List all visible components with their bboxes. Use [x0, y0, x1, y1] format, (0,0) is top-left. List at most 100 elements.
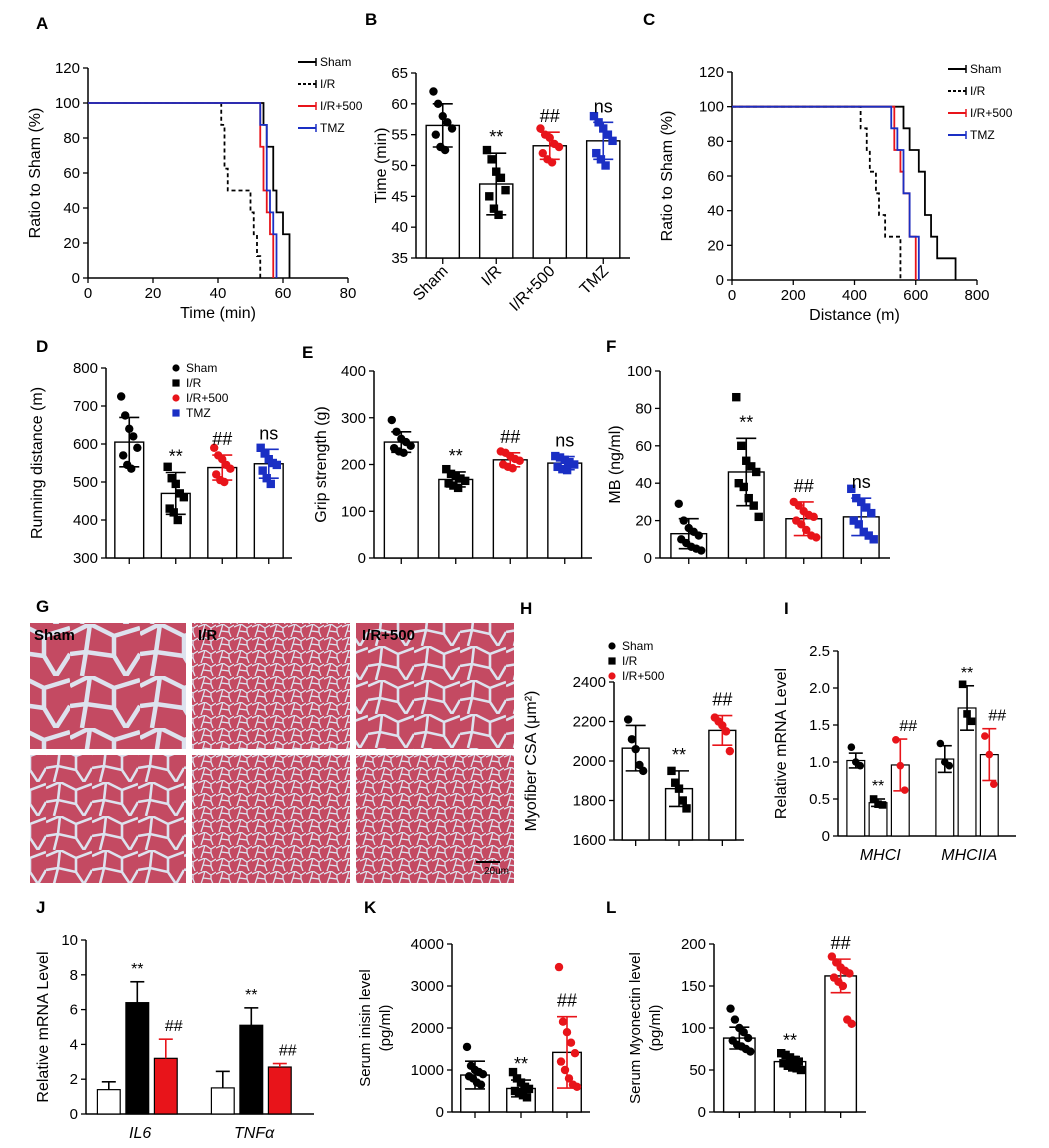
panel-letter: L — [606, 898, 616, 917]
series-line — [88, 102, 262, 278]
data-point — [847, 484, 856, 494]
y-tick-label: 20 — [635, 513, 652, 530]
significance-label: ** — [489, 127, 503, 147]
significance-label: ** — [514, 1054, 528, 1074]
data-point — [444, 479, 453, 488]
y-tick-label: 2 — [70, 1071, 78, 1088]
data-point — [779, 1059, 788, 1068]
data-point — [623, 715, 633, 724]
x-axis-label: Time (min) — [180, 305, 256, 322]
y-tick-label: 200 — [341, 457, 366, 474]
grouped-bar-chart-J: 0 2 4 6 8 10 Relative mRNA Level IL6 ** ## TNFα ** #… — [35, 932, 314, 1142]
y-tick-label: 80 — [63, 130, 80, 147]
y-axis-label: Time (min) — [373, 128, 390, 204]
y-axis-label: Relative mRNA Level — [773, 668, 790, 819]
panel-letter: G — [36, 597, 49, 616]
significance-label: ** — [961, 665, 973, 682]
data-point — [603, 130, 613, 139]
data-point — [790, 1055, 799, 1065]
data-point — [572, 1082, 582, 1092]
panel-letter: F — [606, 337, 616, 356]
y-tick-label: 150 — [681, 978, 706, 995]
bar-chart-L: 0 50 100 150 200 Serum Myonectin level (pg/ml)… — [627, 933, 866, 1121]
panel-letter: B — [365, 10, 377, 29]
y-tick-label: 1800 — [573, 793, 606, 810]
data-point — [862, 503, 871, 512]
y-tick-label: 65 — [391, 65, 408, 82]
significance-label: ## — [165, 1018, 183, 1035]
data-point — [446, 469, 456, 479]
legend-label: I/R+500 — [970, 106, 1013, 120]
panel-letters: A B C D E F G H I J K L — [36, 10, 789, 917]
x-tick-label: 80 — [340, 285, 357, 302]
significance-label: ## — [557, 991, 577, 1011]
data-point — [272, 460, 282, 470]
y-tick-label: 0 — [72, 270, 80, 287]
legend-label: I/R+500 — [186, 391, 229, 405]
data-point — [845, 969, 854, 978]
data-point — [169, 508, 178, 517]
y-tick-label: 50 — [689, 1062, 706, 1079]
y-tick-label: 0 — [644, 550, 652, 567]
series-line — [732, 105, 902, 280]
data-point — [679, 516, 688, 525]
legend-label: Sham — [320, 55, 351, 69]
x-tick-label: 40 — [210, 285, 227, 302]
panel-letter: H — [520, 599, 532, 618]
y-tick-label: 3000 — [411, 978, 444, 995]
data-point — [536, 124, 545, 133]
micrograph-ir500-top — [356, 623, 514, 749]
data-point — [524, 1084, 534, 1094]
x-tick-label: 0 — [84, 285, 92, 302]
data-point — [443, 118, 452, 127]
legend-label: I/R — [970, 84, 986, 98]
y-tick-label: 50 — [391, 158, 408, 175]
data-point — [565, 457, 574, 467]
y-tick-label: 2400 — [573, 674, 606, 691]
x-tick-label: 400 — [842, 287, 867, 304]
data-point — [476, 1080, 486, 1089]
data-point — [478, 1070, 488, 1079]
data-point — [258, 466, 267, 475]
y-axis-label-unit: (pg/ml) — [377, 1005, 394, 1052]
panel-letter: J — [36, 898, 45, 917]
legend-label: I/R+500 — [622, 669, 665, 683]
y-tick-label: 600 — [73, 436, 98, 453]
data-point — [260, 449, 269, 458]
data-point — [172, 394, 180, 402]
y-tick-label: 80 — [635, 400, 652, 417]
data-point — [734, 479, 743, 488]
bar — [824, 975, 858, 1113]
data-point — [725, 746, 735, 756]
significance-label: ns — [259, 423, 278, 443]
significance-label: ** — [872, 778, 884, 795]
y-tick-label: 120 — [699, 64, 724, 81]
bar — [210, 1087, 235, 1115]
significance-label: ** — [783, 1031, 797, 1051]
data-point — [482, 145, 492, 155]
y-tick-label: 20 — [63, 235, 80, 252]
data-point — [847, 743, 856, 751]
significance-label: ## — [899, 718, 917, 735]
series-line — [732, 105, 920, 280]
data-point — [859, 527, 868, 537]
y-tick-label: 1000 — [411, 1062, 444, 1079]
data-point — [553, 462, 562, 472]
panel-letter: A — [36, 14, 48, 33]
y-tick-label: 60 — [63, 165, 80, 182]
significance-label: ## — [540, 106, 560, 126]
significance-label: ## — [712, 690, 732, 710]
data-point — [608, 657, 616, 665]
y-tick-label: 100 — [341, 503, 366, 520]
bar — [846, 759, 866, 837]
bar — [267, 1066, 292, 1115]
data-point — [429, 87, 438, 96]
panel-letter: D — [36, 337, 48, 356]
significance-label: ## — [988, 708, 1006, 725]
data-point — [958, 680, 967, 689]
y-axis-label: Ratio to Sham (%) — [659, 111, 676, 242]
micrograph-sham-bottom — [30, 755, 186, 883]
series-line — [732, 105, 957, 280]
x-tick-label: 200 — [781, 287, 806, 304]
data-point — [678, 796, 687, 805]
